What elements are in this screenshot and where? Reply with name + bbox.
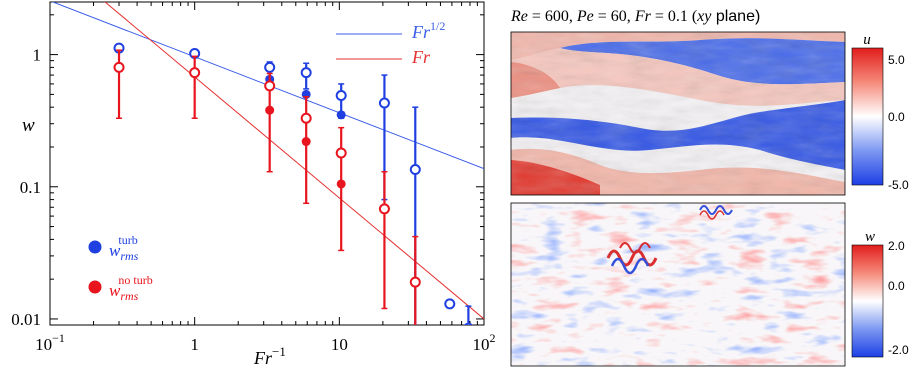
colorbar-u-tick-high: 5.0 (888, 53, 905, 67)
heatmap-title: Re = 600, Pe = 60, Fr = 0.1 (xy plane) (510, 8, 760, 25)
colorbar-u-label: u (863, 32, 871, 48)
heatmap-w-frame (510, 202, 846, 367)
point-filled-blue (336, 110, 346, 120)
scatter-plot: 10−1 1 10 102 0.01 0.1 1 w Fr−1 Fr1/2 Fr wrmst… (11, 1, 496, 368)
point-open-red (189, 67, 201, 79)
legend-marker-turb (88, 240, 102, 254)
point-open-blue (409, 164, 421, 176)
y-tick-label: 0.1 (20, 178, 41, 197)
fit-legend: Fr1/2 Fr (336, 19, 445, 67)
legend-label-turb: wrmsturb (109, 233, 139, 263)
colorbar-w-tick-low: -2.0 (888, 343, 909, 357)
y-tick-label: 1 (33, 46, 42, 65)
fit-legend-label-red: Fr (411, 47, 431, 67)
point-open-red (113, 61, 125, 73)
point-filled-red (301, 137, 311, 147)
legend-marker-noturb (88, 280, 102, 294)
heatmap-u-panel (511, 32, 845, 195)
x-axis-label: Fr−1 (253, 344, 286, 368)
point-open-red (264, 80, 276, 92)
colorbar-u-tick-mid: 0.0 (888, 110, 905, 124)
point-open-red (409, 276, 421, 288)
fit-line-red (104, 2, 484, 320)
x-tick-label: 10−1 (35, 331, 65, 354)
point-open-blue (335, 90, 347, 102)
point-open-red (300, 112, 312, 124)
y-tick-label: 0.01 (11, 310, 41, 329)
point-filled-red (336, 179, 346, 189)
colorbar-u-tick-low: -5.0 (888, 178, 909, 192)
y-axis-label: w (22, 115, 35, 136)
axis-ticks (49, 2, 484, 326)
heatmap-w-panel (511, 203, 845, 366)
tick-labels: 10−1 1 10 102 0.01 0.1 1 (11, 46, 495, 354)
x-tick-label: 1 (190, 335, 199, 354)
marker-legend: wrmsturb wrmsno turb (88, 233, 153, 303)
x-tick-label: 10 (331, 335, 348, 354)
colorbar-w-label: w (865, 229, 875, 245)
point-open-blue (264, 61, 276, 73)
colorbar-w-tick-high: 2.0 (888, 239, 905, 253)
point-open-blue (300, 67, 312, 79)
colorbar-w: w 2.0 0.0 -2.0 (851, 229, 909, 358)
point-open-blue (378, 97, 390, 109)
colorbar-u: u 5.0 0.0 -5.0 (851, 32, 909, 192)
point-open-red (378, 203, 390, 215)
point-open-blue (463, 322, 473, 325)
fit-legend-label-blue: Fr1/2 (411, 19, 445, 42)
legend-label-noturb: wrmsno turb (109, 273, 153, 303)
point-filled-red (265, 105, 275, 115)
x-tick-label: 102 (473, 331, 496, 354)
point-open-red (335, 147, 347, 159)
data-marks (113, 42, 473, 325)
w-intense-patch (606, 205, 733, 275)
plot-frame (49, 1, 485, 326)
point-open-blue (444, 298, 456, 310)
colorbar-w-tick-mid: 0.0 (888, 279, 905, 293)
heatmap-u-frame (510, 31, 846, 196)
